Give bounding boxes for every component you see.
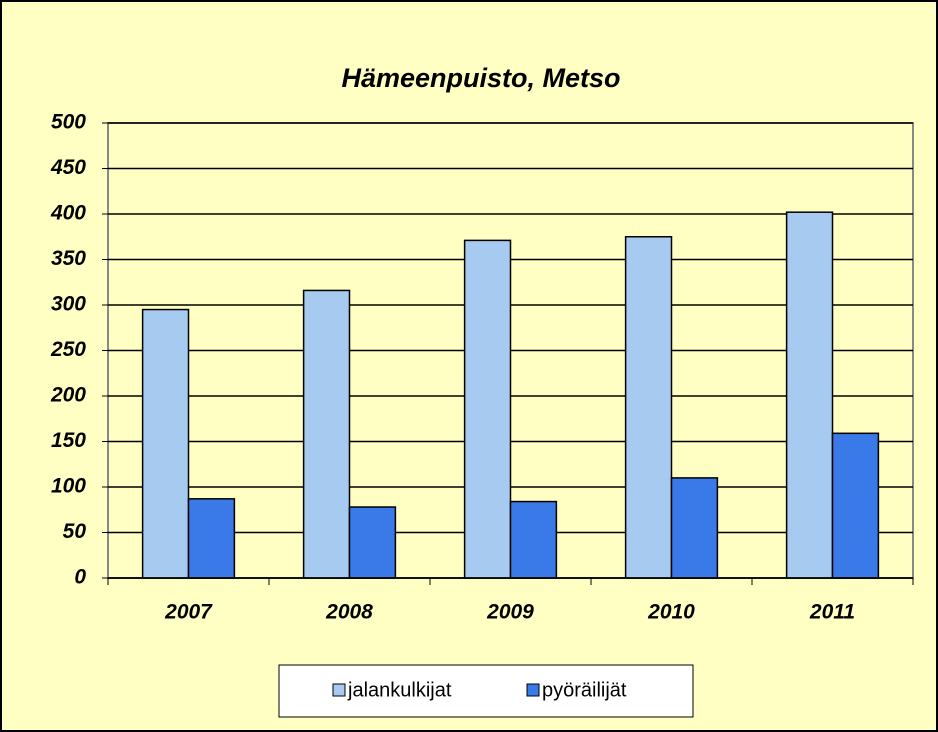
bar xyxy=(302,289,351,579)
y-tick-label: 50 xyxy=(63,520,87,543)
y-tick-label: 300 xyxy=(51,293,86,316)
y-tick-label: 250 xyxy=(50,338,86,361)
y-tick-label: 450 xyxy=(50,156,86,179)
y-tick-label: 0 xyxy=(74,566,86,589)
x-tick-label: 2008 xyxy=(325,601,373,624)
x-tick-label: 2011 xyxy=(809,601,855,624)
bar xyxy=(785,211,834,579)
bar xyxy=(831,432,880,579)
legend-label: pyöräilijät xyxy=(542,679,627,701)
y-tick-label: 350 xyxy=(51,247,86,270)
bar xyxy=(509,500,558,579)
bar xyxy=(187,498,236,579)
x-tick-label: 2010 xyxy=(647,601,695,624)
legend-box xyxy=(278,664,694,718)
legend-marker xyxy=(332,683,346,697)
chart-title: Hämeenpuisto, Metso xyxy=(341,63,620,93)
x-tick-label: 2007 xyxy=(164,601,213,624)
x-tick-label: 2009 xyxy=(486,601,534,624)
y-tick-label: 500 xyxy=(51,111,86,134)
bar xyxy=(348,506,397,579)
bar xyxy=(624,236,673,579)
bar xyxy=(463,239,512,579)
bar xyxy=(141,308,190,579)
legend-marker xyxy=(526,683,540,697)
y-tick-label: 400 xyxy=(50,202,86,225)
y-tick-label: 200 xyxy=(50,384,86,407)
y-tick-label: 100 xyxy=(51,475,86,498)
y-tick-label: 150 xyxy=(51,429,86,452)
legend-label: jalankulkijat xyxy=(347,679,452,701)
bar xyxy=(670,477,719,579)
